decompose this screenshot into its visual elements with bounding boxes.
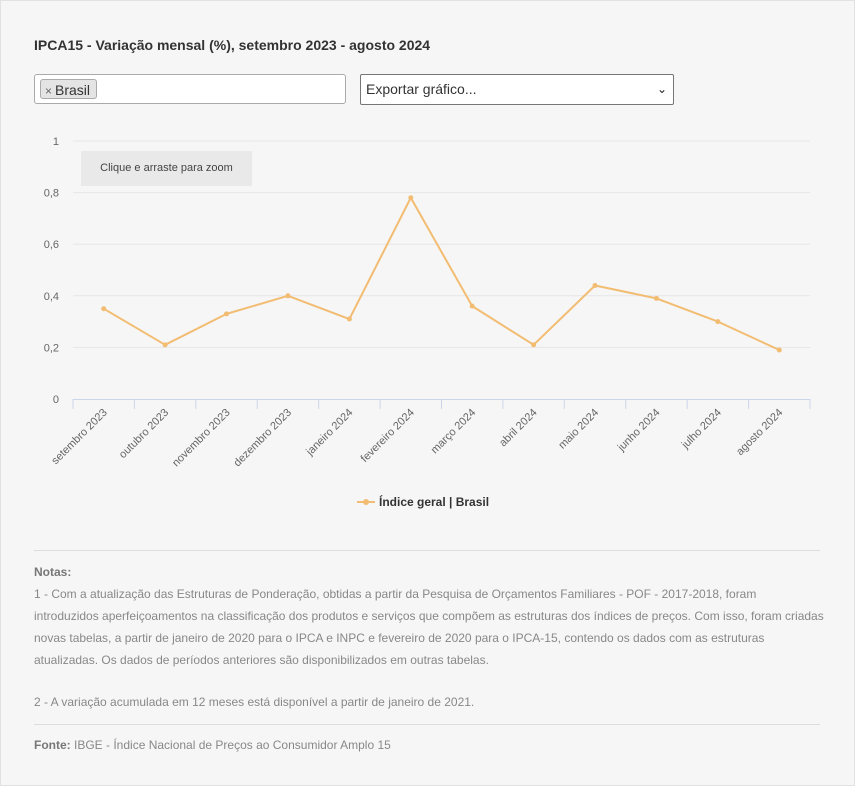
series-line[interactable]	[103, 196, 780, 351]
y-tick-label: 0,8	[44, 188, 59, 200]
data-point[interactable]	[101, 306, 107, 312]
legend-label: Índice geral | Brasil	[379, 495, 490, 509]
legend-item-index-geral-brasil[interactable]: Índice geral | Brasil	[357, 493, 489, 511]
x-tick-label: outubro 2023	[117, 407, 171, 461]
x-tick-label: julho 2024	[679, 407, 724, 452]
legend-swatch-icon	[357, 497, 375, 507]
x-tick-label: fevereiro 2024	[359, 407, 417, 465]
region-multiselect[interactable]: × Brasil	[34, 74, 346, 104]
zoom-hint: Clique e arraste para zoom	[81, 151, 252, 186]
y-tick-label: 0,4	[44, 291, 59, 303]
data-point[interactable]	[162, 342, 168, 348]
source-label: Fonte:	[34, 738, 71, 752]
y-tick-label: 1	[53, 136, 59, 148]
data-point[interactable]	[408, 195, 414, 201]
series-index-geral-brasil[interactable]	[101, 195, 782, 353]
notes-heading: Notas:	[34, 565, 72, 579]
data-point[interactable]	[715, 319, 721, 325]
x-tick-label: junho 2024	[615, 407, 663, 455]
remove-tag-icon[interactable]: ×	[45, 84, 53, 98]
data-point[interactable]	[592, 282, 598, 288]
data-point[interactable]	[776, 347, 782, 353]
selected-region-tag[interactable]: × Brasil	[40, 79, 98, 99]
y-axis-labels: 0 0,2 0,4 0,6 0,8 1	[44, 136, 59, 406]
data-point[interactable]	[224, 311, 230, 317]
note-1: 1 - Com a atualização das Estruturas de …	[34, 587, 824, 667]
data-point[interactable]	[469, 303, 475, 309]
x-tick-label: setembro 2023	[49, 407, 109, 467]
export-chart-label: Exportar gráfico...	[366, 81, 477, 97]
x-tick-label: novembro 2023	[170, 407, 233, 470]
selected-region-label: Brasil	[55, 82, 91, 98]
grid-lines	[73, 140, 810, 348]
x-tick-label: abril 2024	[497, 407, 540, 450]
note-2: 2 - A variação acumulada em 12 meses est…	[34, 695, 475, 709]
data-point[interactable]	[346, 316, 352, 322]
source-text: IBGE - Índice Nacional de Preços ao Cons…	[74, 738, 391, 752]
x-tick-label: agosto 2024	[734, 407, 785, 458]
divider	[34, 724, 820, 725]
x-tick-label: maio 2024	[556, 407, 601, 452]
data-point[interactable]	[653, 295, 659, 301]
y-tick-label: 0,6	[44, 239, 59, 251]
chart-title: IPCA15 - Variação mensal (%), setembro 2…	[34, 37, 431, 53]
line-chart[interactable]: 0 0,2 0,4 0,6 0,8 1 setembro 2023 outubro 2023…	[1, 121, 855, 481]
x-tick-label: janeiro 2024	[303, 407, 355, 459]
x-tick-label: dezembro 2023	[232, 407, 295, 470]
source-line: Fonte: IBGE - Índice Nacional de Preços …	[34, 735, 820, 755]
data-point[interactable]	[285, 293, 291, 299]
notes-section: Notas: 1 - Com a atualização das Estrutu…	[34, 561, 824, 713]
export-chart-select[interactable]: Exportar gráfico... ⌄	[360, 74, 674, 105]
chevron-down-icon: ⌄	[656, 82, 667, 96]
x-tick-label: março 2024	[429, 407, 479, 457]
data-point[interactable]	[531, 342, 537, 348]
divider	[34, 550, 820, 551]
y-tick-label: 0,2	[44, 342, 59, 354]
y-tick-label: 0	[53, 394, 59, 406]
